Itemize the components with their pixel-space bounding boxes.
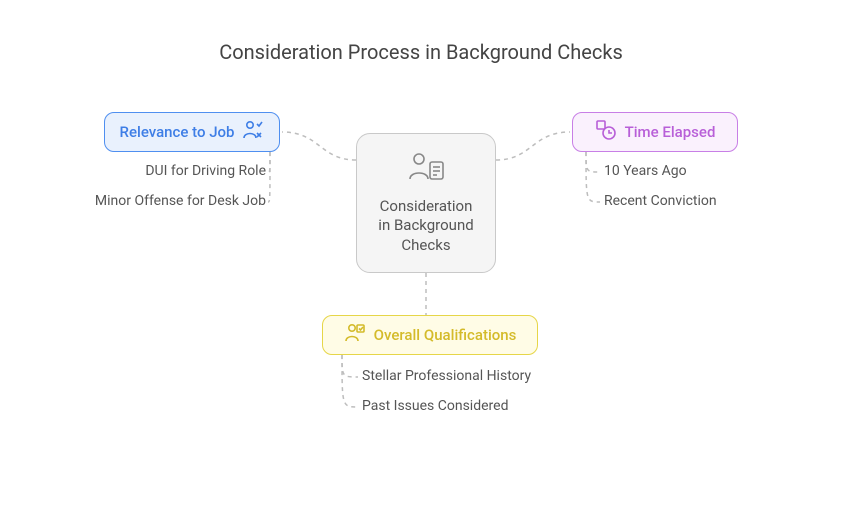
- branch-qualifications: Overall Qualifications: [322, 315, 538, 355]
- person-check-icon: [242, 119, 264, 145]
- leaf-right-0: 10 Years Ago: [604, 163, 764, 179]
- diagram-canvas: Consideration in Background Checks Relev…: [0, 0, 842, 531]
- leaf-bottom-1: Past Issues Considered: [362, 398, 602, 414]
- branch-relevance-label: Relevance to Job: [120, 123, 235, 141]
- leaf-left-1: Minor Offense for Desk Job: [54, 193, 266, 209]
- branch-time-label: Time Elapsed: [625, 123, 716, 141]
- person-clipboard-icon: [406, 151, 446, 189]
- branch-qualifications-label: Overall Qualifications: [374, 326, 517, 344]
- person-badge-icon: [344, 322, 366, 348]
- center-node: Consideration in Background Checks: [356, 133, 496, 273]
- clock-icon: [595, 119, 617, 145]
- center-label: Consideration in Background Checks: [375, 197, 477, 256]
- leaf-right-1: Recent Conviction: [604, 193, 784, 209]
- branch-time: Time Elapsed: [572, 112, 738, 152]
- leaf-left-0: DUI for Driving Role: [96, 163, 266, 179]
- leaf-bottom-0: Stellar Professional History: [362, 368, 602, 384]
- branch-relevance: Relevance to Job: [104, 112, 280, 152]
